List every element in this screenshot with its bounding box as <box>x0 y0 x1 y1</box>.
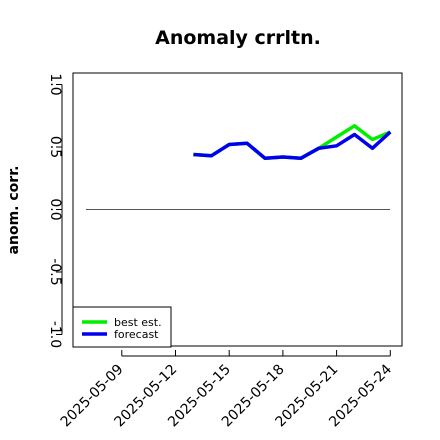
y-axis-label: anom. corr. <box>6 166 22 255</box>
series-layer <box>193 124 392 161</box>
y-tick-label: 1.0 <box>47 73 63 95</box>
y-tick-label: -1.0 <box>47 321 63 348</box>
legend-label: forecast <box>114 328 159 341</box>
chart-title: Anomaly crrltn. <box>155 27 321 49</box>
y-tick-label: 0.5 <box>47 136 63 158</box>
y-tick-label: -0.5 <box>47 258 63 285</box>
legend-box <box>72 306 172 348</box>
legend-label: best est. <box>114 316 162 329</box>
y-tick-label: 0.0 <box>47 198 63 220</box>
legend: best est.forecast <box>72 306 172 348</box>
y-axis: -1.0 -0.5 0.0 0.5 1.0 <box>47 73 63 348</box>
series-line-best-est <box>193 124 391 161</box>
series-line-forecast <box>193 130 392 161</box>
plot-frame <box>72 72 403 347</box>
x-axis: 2025-05-092025-05-122025-05-152025-05-18… <box>58 350 395 430</box>
